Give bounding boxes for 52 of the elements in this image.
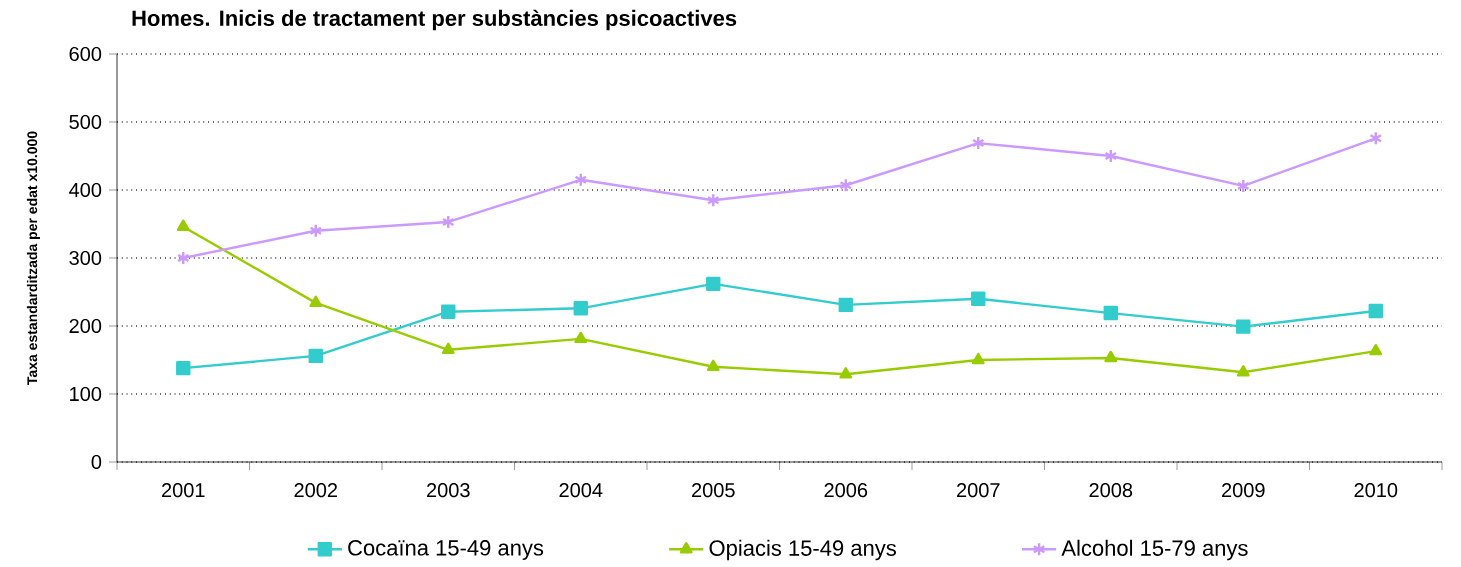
point <box>441 214 455 230</box>
y-tick-label: 300 <box>69 251 102 266</box>
point <box>1236 365 1250 377</box>
x-tick-label: 2006 <box>824 483 868 498</box>
chart-title: Homes. Inicis de tractament per substàncies psicoactives <box>132 9 737 31</box>
point <box>1104 350 1118 363</box>
point <box>839 178 853 193</box>
point <box>176 250 190 266</box>
point <box>309 295 323 308</box>
x-tick-label: 2004 <box>559 483 603 498</box>
x-tick-label: 2008 <box>1089 483 1133 498</box>
point <box>176 219 190 232</box>
point <box>971 291 986 307</box>
y-tick-label: 0 <box>91 455 102 470</box>
point <box>1236 319 1251 335</box>
legend-label: Opiacis 15-49 anys <box>709 539 896 561</box>
y-tick-label: 100 <box>70 387 102 402</box>
x-tick-label: 2009 <box>1222 483 1265 498</box>
x-tick-label: 2002 <box>294 483 338 498</box>
x-tick-label: 2007 <box>957 483 1000 498</box>
point <box>706 276 721 292</box>
point <box>1103 306 1118 321</box>
x-tick-label: 2003 <box>427 483 470 498</box>
y-tick-label: 200 <box>69 319 102 334</box>
point <box>1368 303 1383 319</box>
x-tick-label: 2010 <box>1354 483 1398 498</box>
y-axis-title: Taxa estandarditzada per edat x10.000 <box>26 131 40 386</box>
y-tick-label: 400 <box>69 183 102 198</box>
point <box>441 304 456 320</box>
point <box>706 359 720 372</box>
y-tick-label: 600 <box>69 47 102 62</box>
point <box>574 172 588 188</box>
point <box>971 136 985 151</box>
point <box>574 331 588 344</box>
point <box>176 361 191 376</box>
point <box>706 193 720 208</box>
legend-label: Alcohol 15-79 anys <box>1061 539 1248 561</box>
x-tick-label: 2001 <box>162 483 205 498</box>
point <box>1104 148 1118 164</box>
point <box>1369 131 1383 146</box>
point <box>971 352 985 365</box>
point <box>1369 344 1383 356</box>
point <box>308 348 323 364</box>
legend-label: Cocaïna 15-49 anys <box>348 540 544 561</box>
point <box>309 223 323 239</box>
point <box>1236 178 1250 194</box>
y-tick-label: 500 <box>69 115 102 130</box>
point <box>839 367 853 379</box>
point <box>573 301 588 316</box>
point <box>838 297 853 313</box>
x-tick-label: 2005 <box>692 483 735 498</box>
point <box>441 342 455 355</box>
